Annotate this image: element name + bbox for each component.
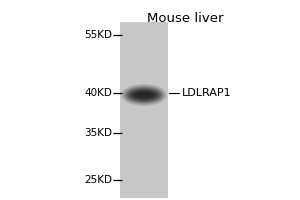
Text: Mouse liver: Mouse liver <box>147 12 223 25</box>
Ellipse shape <box>127 88 161 102</box>
Ellipse shape <box>125 87 163 103</box>
Ellipse shape <box>129 89 159 101</box>
Ellipse shape <box>123 85 165 105</box>
Ellipse shape <box>137 93 151 97</box>
Text: 40KD: 40KD <box>84 88 112 98</box>
Text: 55KD: 55KD <box>84 30 112 40</box>
Ellipse shape <box>134 92 154 98</box>
Text: 25KD: 25KD <box>84 175 112 185</box>
Text: LDLRAP1: LDLRAP1 <box>182 88 232 98</box>
Ellipse shape <box>132 91 156 99</box>
Text: 35KD: 35KD <box>84 128 112 138</box>
Bar <box>120 22 168 198</box>
Ellipse shape <box>121 84 167 106</box>
